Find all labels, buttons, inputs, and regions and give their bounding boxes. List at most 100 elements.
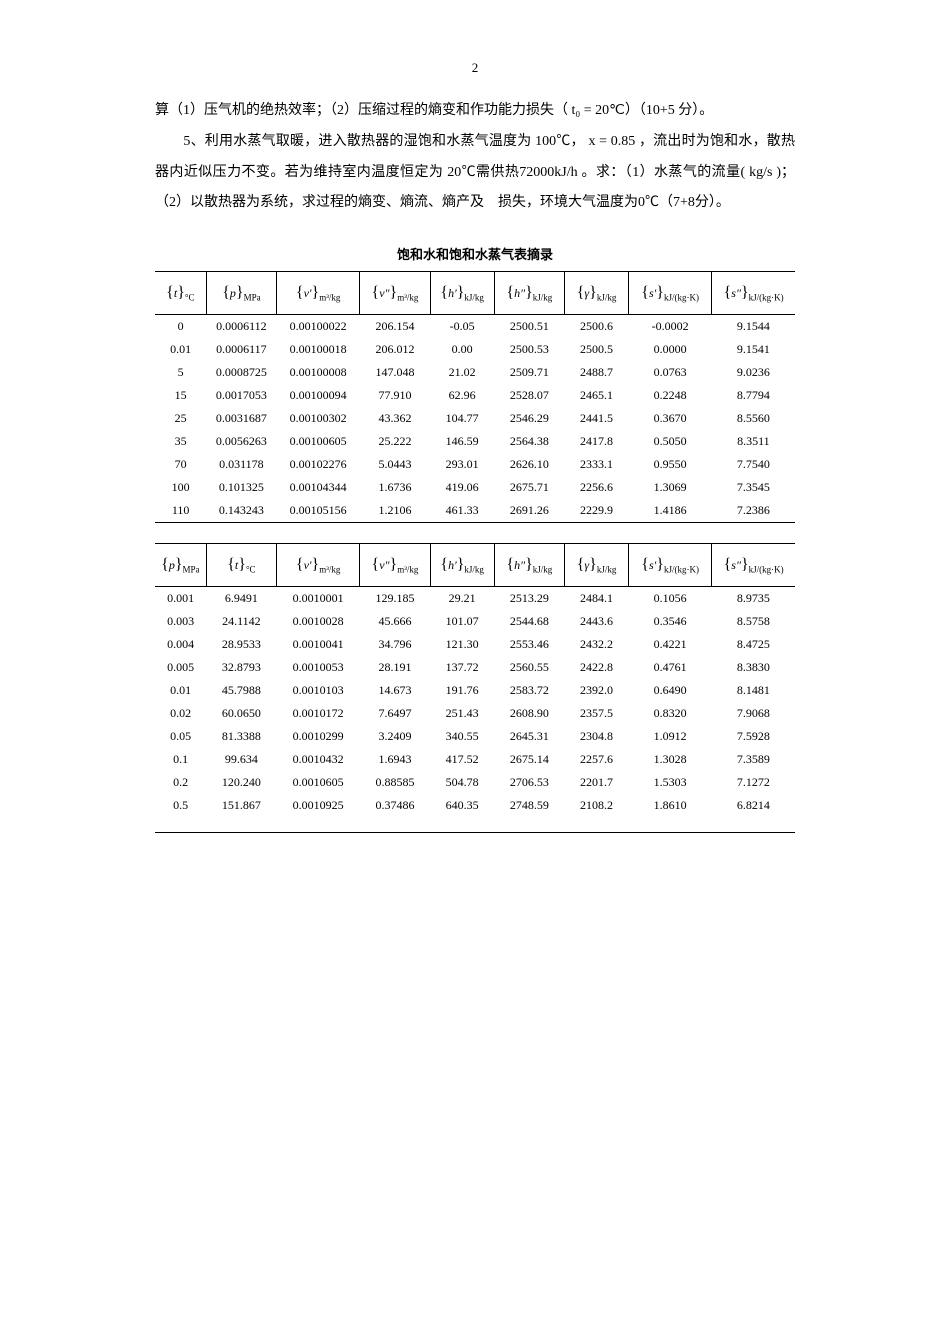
table-cell: 146.59 [430,430,494,453]
table-cell: 0.01 [155,338,206,361]
table-cell: 0.143243 [206,499,276,523]
table-cell: 2513.29 [494,587,564,611]
table-cell: 7.2386 [712,499,795,523]
column-header: {h″}kJ/kg [494,544,564,587]
table-cell: 2443.6 [565,610,629,633]
saturation-table-by-pressure: {p}MPa{t}°C{v′}m³/kg{v″}m³/kg{h′}kJ/kg{h… [155,543,795,833]
table-cell: 7.5928 [712,725,795,748]
table-cell: 7.3589 [712,748,795,771]
table-cell: 121.30 [430,633,494,656]
table-cell: 2553.46 [494,633,564,656]
table-cell: 0.0010028 [277,610,360,633]
table-row: 0.199.6340.00104321.6943417.522675.14225… [155,748,795,771]
table-cell: 0.0010605 [277,771,360,794]
table-row: 0.0260.06500.00101727.6497251.432608.902… [155,702,795,725]
table-cell: 0.005 [155,656,206,679]
table-cell: 2509.71 [494,361,564,384]
table-cell: 2691.26 [494,499,564,523]
table-cell: 2500.5 [565,338,629,361]
table-cell: 0.9550 [629,453,712,476]
table-row: 1000.1013250.001043441.6736419.062675.71… [155,476,795,499]
table-cell: 45.666 [360,610,430,633]
column-header: {v″}m³/kg [360,272,430,315]
table-cell: 0.0763 [629,361,712,384]
table-cell: 8.1481 [712,679,795,702]
table-cell: 9.1544 [712,315,795,339]
table-cell: 70 [155,453,206,476]
table-cell: 2465.1 [565,384,629,407]
table-row: 150.00170530.0010009477.91062.962528.072… [155,384,795,407]
table-cell: 110 [155,499,206,523]
column-header: {t}°C [206,544,276,587]
table-cell: 2748.59 [494,794,564,817]
table-cell: 7.9068 [712,702,795,725]
table-cell: 293.01 [430,453,494,476]
table-cell: 2626.10 [494,453,564,476]
table-cell: 0.0006112 [206,315,276,339]
table-cell: 34.796 [360,633,430,656]
page-number: 2 [155,60,795,76]
table-cell: 7.3545 [712,476,795,499]
table-cell: 0 [155,315,206,339]
column-header: {v′}m³/kg [277,272,360,315]
table-cell: 2488.7 [565,361,629,384]
column-header: {s″}kJ/(kg·K) [712,544,795,587]
table-cell: 100 [155,476,206,499]
table-row: 0.0145.79880.001010314.673191.762583.722… [155,679,795,702]
table-cell: 206.154 [360,315,430,339]
table-cell: 0.003 [155,610,206,633]
table-cell: 0.1 [155,748,206,771]
column-header: {s″}kJ/(kg·K) [712,272,795,315]
table-cell: 2583.72 [494,679,564,702]
table-cell: 8.3511 [712,430,795,453]
table-row: 0.010.00061170.00100018206.0120.002500.5… [155,338,795,361]
table-cell: 2560.55 [494,656,564,679]
table-cell: 35 [155,430,206,453]
table-cell: 6.9491 [206,587,276,611]
column-header: {p}MPa [206,272,276,315]
table-cell: 0.00 [430,338,494,361]
table-cell: 15 [155,384,206,407]
table-cell: 1.8610 [629,794,712,817]
table-cell: 0.3546 [629,610,712,633]
table-cell: 25.222 [360,430,430,453]
table-cell: 0.0010172 [277,702,360,725]
table-cell: 9.0236 [712,361,795,384]
table-cell: 25 [155,407,206,430]
table-cell: 1.6736 [360,476,430,499]
table-cell: 0.00105156 [277,499,360,523]
table-cell: 8.9735 [712,587,795,611]
table-cell: 2333.1 [565,453,629,476]
table-cell: 0.0017053 [206,384,276,407]
table-cell: 0.2248 [629,384,712,407]
table-cell: 0.0010925 [277,794,360,817]
table-cell: 62.96 [430,384,494,407]
column-header: {p}MPa [155,544,206,587]
table-cell: 0.4761 [629,656,712,679]
table-cell: 2675.14 [494,748,564,771]
table-cell: 0.5050 [629,430,712,453]
column-header: {h′}kJ/kg [430,272,494,315]
table-cell: 3.2409 [360,725,430,748]
table-cell: 2706.53 [494,771,564,794]
table-cell: 191.76 [430,679,494,702]
table-cell: 6.8214 [712,794,795,817]
table-cell: 0.004 [155,633,206,656]
column-header: {v′}m³/kg [277,544,360,587]
table-cell: 147.048 [360,361,430,384]
table-cell: 5.0443 [360,453,430,476]
table-cell: 29.21 [430,587,494,611]
table-cell: 0.3670 [629,407,712,430]
table-cell: 0.0010041 [277,633,360,656]
table-cell: 1.2106 [360,499,430,523]
table-cell: 2304.8 [565,725,629,748]
table-cell: 640.35 [430,794,494,817]
table-cell: 2500.51 [494,315,564,339]
table-cell: 0.0010103 [277,679,360,702]
table-cell: 2422.8 [565,656,629,679]
table-cell: 0.00100094 [277,384,360,407]
table-cell: 32.8793 [206,656,276,679]
table-row: 350.00562630.0010060525.222146.592564.38… [155,430,795,453]
table-cell: 2500.6 [565,315,629,339]
table-cell: 2675.71 [494,476,564,499]
